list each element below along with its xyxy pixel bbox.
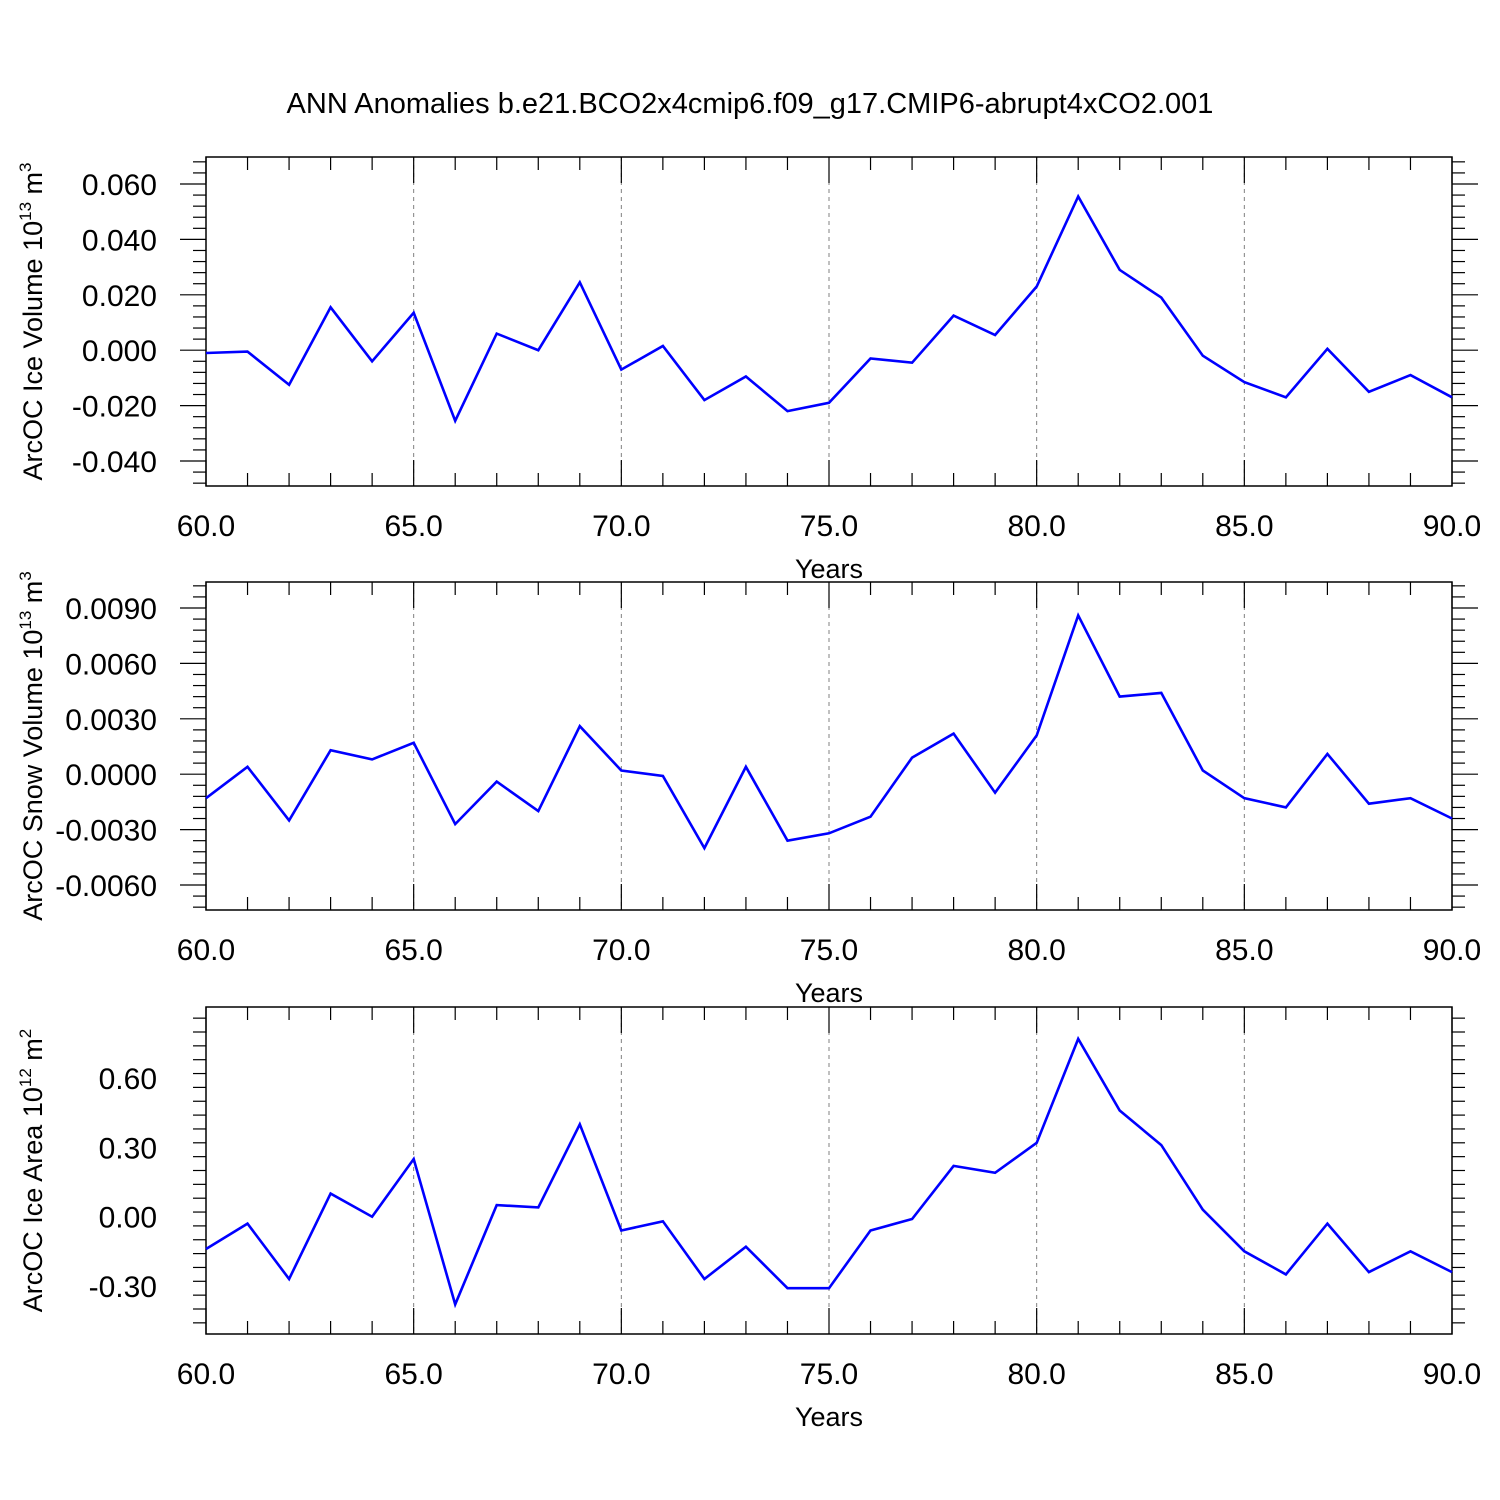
x-tick-label: 80.0 <box>1007 1358 1065 1391</box>
x-tick-label: 75.0 <box>800 1358 858 1391</box>
y-tick-label: 0.00 <box>99 1202 157 1235</box>
x-axis-label: Years <box>795 978 863 1008</box>
y-tick-label: -0.040 <box>72 446 157 479</box>
x-tick-label: 70.0 <box>592 934 650 967</box>
series-line <box>205 612 1453 851</box>
figure-title: ANN Anomalies b.e21.BCO2x4cmip6.f09_g17.… <box>286 88 1214 120</box>
y-tick-label: 0.020 <box>82 280 157 313</box>
y-axis-label: ArcOC Ice Area 1012 m2 <box>16 1029 48 1313</box>
y-tick-label: -0.0060 <box>55 870 157 903</box>
x-tick-label: 80.0 <box>1007 510 1065 543</box>
x-tick-label: 85.0 <box>1215 510 1273 543</box>
x-tick-label: 70.0 <box>592 510 650 543</box>
y-tick-label: 0.0000 <box>65 759 157 792</box>
y-tick-label: -0.30 <box>89 1271 157 1304</box>
y-tick-label: -0.0030 <box>55 815 157 848</box>
x-tick-label: 85.0 <box>1215 934 1273 967</box>
x-tick-label: 70.0 <box>592 1358 650 1391</box>
series-line <box>205 193 1453 425</box>
chart-panel-1: 60.0 65.0 70.0 75.0 80.0 85.0 90.0 Years -0.040 -… <box>16 156 1481 584</box>
x-tick-label: 90.0 <box>1423 510 1481 543</box>
y-tick-label: 0.000 <box>82 335 157 368</box>
x-tick-label: 65.0 <box>384 934 442 967</box>
y-tick-label: 0.040 <box>82 224 157 257</box>
y-tick-label: 0.0090 <box>65 593 157 626</box>
y-tick-label: -0.020 <box>72 391 157 424</box>
x-tick-label: 80.0 <box>1007 934 1065 967</box>
y-axis-label: ArcOC Snow Volume 1013 m3 <box>16 571 48 921</box>
x-tick-label: 75.0 <box>800 934 858 967</box>
y-tick-label: 0.30 <box>99 1132 157 1165</box>
x-tick-label: 60.0 <box>177 1358 235 1391</box>
y-tick-label: 0.0030 <box>65 704 157 737</box>
x-tick-label: 60.0 <box>177 510 235 543</box>
chart-panel-3: 60.0 65.0 70.0 75.0 80.0 85.0 90.0 Years -0.30 0.… <box>16 1006 1481 1432</box>
x-tick-label: 90.0 <box>1423 1358 1481 1391</box>
x-tick-label: 65.0 <box>384 1358 442 1391</box>
x-tick-label: 60.0 <box>177 934 235 967</box>
series-line <box>205 1035 1453 1309</box>
x-tick-label: 85.0 <box>1215 1358 1273 1391</box>
y-tick-label: 0.0060 <box>65 648 157 681</box>
chart-panel-2: 60.0 65.0 70.0 75.0 80.0 85.0 90.0 Years -0.0060… <box>16 571 1481 1008</box>
x-tick-label: 75.0 <box>800 510 858 543</box>
x-tick-label: 90.0 <box>1423 934 1481 967</box>
x-tick-label: 65.0 <box>384 510 442 543</box>
x-axis-label: Years <box>795 554 863 584</box>
y-tick-label: 0.60 <box>99 1063 157 1096</box>
y-axis-label: ArcOC Ice Volume 1013 m3 <box>16 162 48 480</box>
y-tick-label: 0.060 <box>82 169 157 202</box>
x-axis-label: Years <box>795 1402 863 1432</box>
